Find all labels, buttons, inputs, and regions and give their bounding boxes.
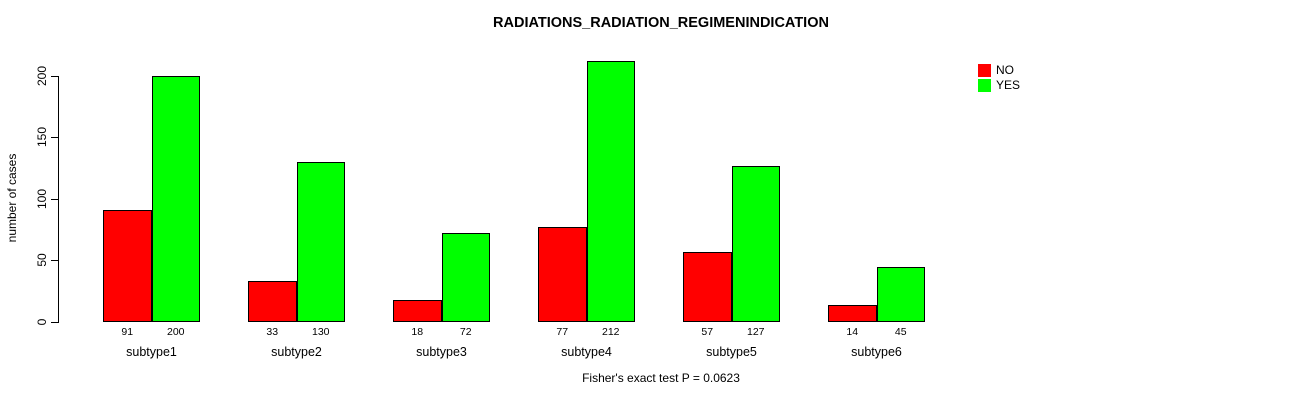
value-yes-subtype2: 130 — [311, 326, 330, 338]
bar-yes-subtype3 — [441, 233, 490, 322]
y-axis-line — [58, 75, 59, 323]
y-tick-label-200: 200 — [35, 65, 49, 86]
y-tick-100 — [51, 198, 58, 200]
y-tick-label-50: 50 — [35, 253, 49, 268]
x-tick-label-subtype2: subtype2 — [271, 345, 322, 359]
value-no-subtype3: 18 — [411, 326, 424, 338]
annotation-fisher-test: Fisher's exact test P = 0.0623 — [582, 371, 740, 385]
value-yes-subtype5: 127 — [746, 326, 765, 338]
bar-yes-subtype6 — [876, 266, 925, 322]
legend-swatch-no-icon — [978, 64, 991, 77]
x-tick-label-subtype4: subtype4 — [561, 345, 612, 359]
legend: NO YES — [978, 63, 1020, 93]
y-tick-0 — [51, 322, 58, 323]
value-no-subtype4: 77 — [556, 326, 569, 338]
legend-swatch-yes-icon — [978, 79, 991, 92]
bar-no-subtype6 — [828, 304, 877, 322]
y-tick-label-0: 0 — [35, 318, 49, 326]
x-tick-label-subtype1: subtype1 — [126, 345, 177, 359]
value-yes-subtype3: 72 — [459, 326, 472, 338]
bar-yes-subtype1 — [151, 75, 200, 322]
x-tick-label-subtype6: subtype6 — [851, 345, 902, 359]
chart-title: RADIATIONS_RADIATION_REGIMENINDICATION — [493, 15, 829, 31]
y-tick-150 — [51, 137, 58, 139]
value-no-subtype5: 57 — [701, 326, 714, 338]
bar-no-subtype1 — [103, 209, 152, 322]
bar-yes-subtype4 — [586, 60, 635, 322]
y-tick-label-100: 100 — [35, 188, 49, 209]
y-tick-200 — [51, 75, 58, 77]
y-tick-50 — [51, 260, 58, 262]
bar-yes-subtype2 — [296, 161, 345, 322]
legend-item-no: NO — [978, 63, 1020, 78]
value-yes-subtype4: 212 — [601, 326, 620, 338]
value-yes-subtype1: 200 — [166, 326, 185, 338]
bar-yes-subtype5 — [731, 165, 780, 322]
bar-no-subtype3 — [393, 299, 442, 322]
bar-no-subtype5 — [683, 251, 732, 322]
x-tick-label-subtype5: subtype5 — [706, 345, 757, 359]
y-tick-label-150: 150 — [35, 127, 49, 148]
value-no-subtype1: 91 — [121, 326, 134, 338]
bar-no-subtype4 — [538, 227, 587, 322]
legend-label-no: NO — [996, 63, 1014, 77]
value-no-subtype2: 33 — [266, 326, 279, 338]
x-tick-label-subtype3: subtype3 — [416, 345, 467, 359]
value-yes-subtype6: 45 — [894, 326, 907, 338]
legend-label-yes: YES — [996, 78, 1021, 92]
value-no-subtype6: 14 — [846, 326, 859, 338]
legend-item-yes: YES — [978, 78, 1020, 93]
bar-no-subtype2 — [248, 281, 297, 322]
